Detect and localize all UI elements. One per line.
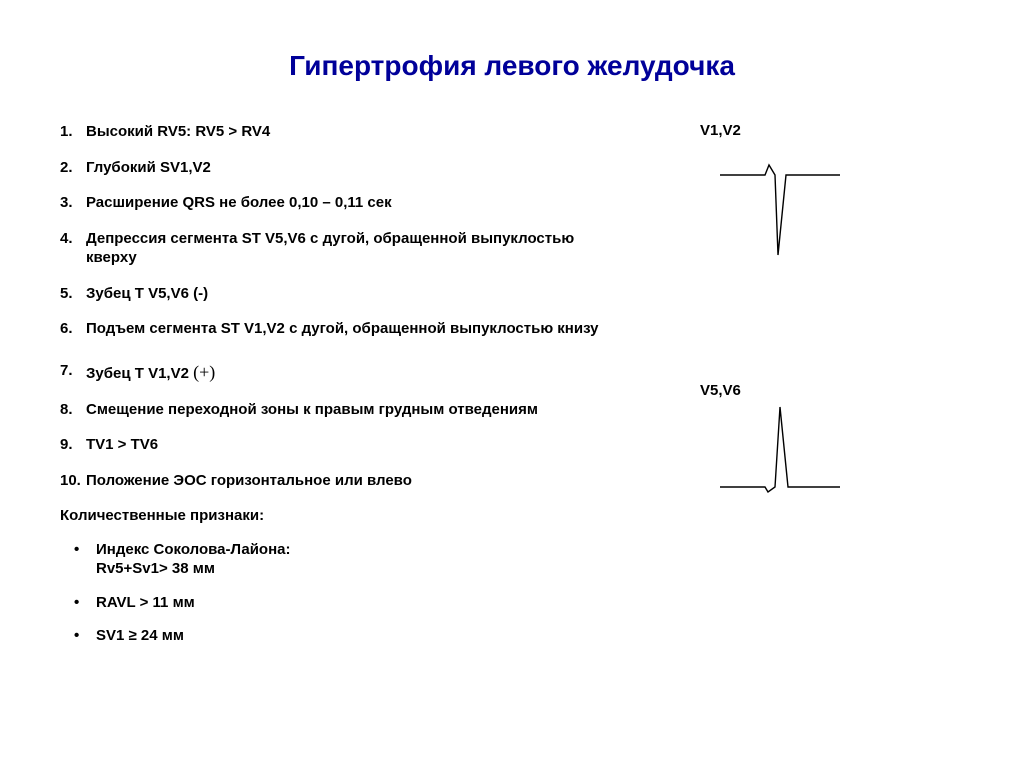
- list-item: 8.Смещение переходной зоны к правым груд…: [86, 400, 620, 420]
- ecg2-path: [720, 407, 840, 492]
- item-text: Расширение QRS не более 0,10 – 0,11 сек: [86, 194, 392, 211]
- list-item: 2.Глубокий SV1,V2: [86, 158, 620, 178]
- item-text: Положение ЭОС горизонтальное или влево: [86, 472, 412, 489]
- bullet-item: RAVL > 11 мм: [96, 593, 620, 613]
- criteria-column: 1.Высокий RV5: RV5 > RV4 2.Глубокий SV1,…: [60, 122, 620, 660]
- ecg2-waveform: [720, 402, 850, 502]
- item-text: Подъем сегмента ST V1,V2 с дугой, обраще…: [86, 320, 599, 337]
- item-text: Глубокий SV1,V2: [86, 159, 211, 176]
- quantitative-heading: Количественные признаки:: [60, 506, 620, 526]
- plus-symbol: (+): [193, 362, 215, 382]
- list-item: 10.Положение ЭОС горизонтальное или влев…: [86, 471, 620, 491]
- list-item: 9.TV1 > TV6: [86, 435, 620, 455]
- ecg-column: V1,V2 V5,V6: [620, 122, 960, 660]
- list-item: 7.Зубец T V1,V2 (+): [86, 361, 620, 384]
- content-row: 1.Высокий RV5: RV5 > RV4 2.Глубокий SV1,…: [60, 122, 964, 660]
- list-item: 4.Депрессия сегмента ST V5,V6 с дугой, о…: [86, 229, 620, 268]
- numbered-list: 1.Высокий RV5: RV5 > RV4 2.Глубокий SV1,…: [60, 122, 620, 490]
- list-item: 6.Подъем сегмента ST V1,V2 с дугой, обра…: [86, 319, 620, 339]
- item-text: Высокий RV5: RV5 > RV4: [86, 123, 270, 140]
- bullet-item: Индекс Соколова-Лайона: Rv5+Sv1> 38 мм: [96, 540, 620, 579]
- ecg1-waveform: [720, 160, 850, 260]
- item-text: Смещение переходной зоны к правым грудны…: [86, 401, 538, 418]
- bullet-list: Индекс Соколова-Лайона: Rv5+Sv1> 38 мм R…: [60, 540, 620, 646]
- ecg2-label: V5,V6: [700, 382, 741, 399]
- ecg1-path: [720, 165, 840, 255]
- list-item: 1.Высокий RV5: RV5 > RV4: [86, 122, 620, 142]
- item-text: Депрессия сегмента ST V5,V6 с дугой, обр…: [86, 230, 574, 267]
- list-item: 5.Зубец T V5,V6 (-): [86, 284, 620, 304]
- item-text: Зубец T V1,V2: [86, 365, 193, 382]
- item-text: TV1 > TV6: [86, 436, 158, 453]
- ecg1-label: V1,V2: [700, 122, 741, 139]
- bullet-item: SV1 ≥ 24 мм: [96, 626, 620, 646]
- item-text: Зубец T V5,V6 (-): [86, 285, 208, 302]
- list-item: 3.Расширение QRS не более 0,10 – 0,11 се…: [86, 193, 620, 213]
- page-title: Гипертрофия левого желудочка: [60, 50, 964, 82]
